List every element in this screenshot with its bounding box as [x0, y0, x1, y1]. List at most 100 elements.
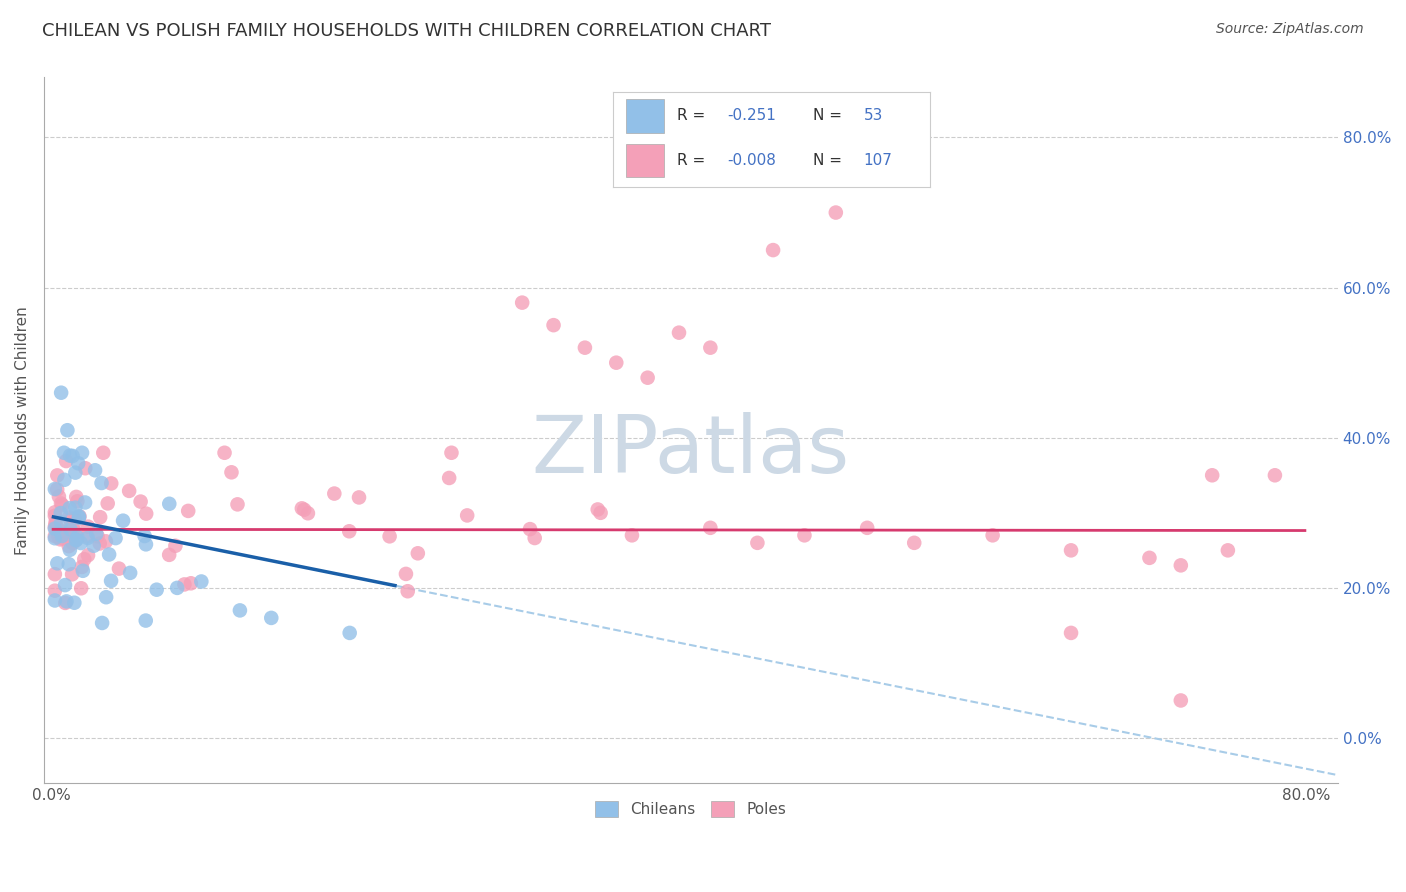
Point [177, 504, 200, 518]
Point [589, 506, 612, 520]
Point [65, 533, 87, 547]
Point [46, 483, 69, 497]
Point [396, 584, 419, 599]
Point [180, 576, 202, 591]
Point [120, 566, 142, 580]
Point [260, 611, 283, 625]
Point [59, 523, 82, 537]
Point [69, 536, 91, 550]
Point [166, 581, 188, 595]
Point [44, 583, 66, 598]
Point [523, 531, 546, 545]
Point [229, 603, 252, 617]
Point [135, 537, 157, 551]
Point [519, 522, 541, 536]
Point [60, 567, 83, 582]
Point [104, 531, 127, 545]
Point [1264, 468, 1286, 483]
Point [292, 502, 315, 516]
Point [70, 446, 93, 460]
Point [44, 567, 66, 582]
Point [1201, 468, 1223, 483]
Point [44, 529, 66, 543]
Point [347, 491, 370, 505]
Point [53, 446, 76, 460]
Point [49, 496, 72, 510]
Point [65, 525, 87, 540]
Point [668, 326, 690, 340]
Point [637, 370, 659, 384]
Point [70, 560, 93, 574]
Point [44, 593, 66, 607]
Point [46, 468, 69, 483]
Point [73, 495, 96, 509]
Point [48, 530, 70, 544]
Point [145, 582, 167, 597]
Point [63, 512, 86, 526]
Point [65, 500, 87, 515]
Point [221, 466, 243, 480]
Point [1139, 550, 1161, 565]
Point [226, 497, 249, 511]
Point [46, 557, 69, 571]
Point [98, 548, 121, 562]
Point [75, 461, 97, 475]
Point [59, 449, 82, 463]
Point [112, 514, 135, 528]
Point [129, 494, 152, 508]
Point [49, 506, 72, 520]
Point [291, 501, 314, 516]
Text: CHILEAN VS POLISH FAMILY HOUSEHOLDS WITH CHILDREN CORRELATION CHART: CHILEAN VS POLISH FAMILY HOUSEHOLDS WITH… [42, 22, 770, 40]
Point [44, 482, 66, 496]
Point [135, 614, 157, 628]
Text: ZIPatlas: ZIPatlas [531, 412, 849, 491]
Point [297, 506, 319, 520]
Point [67, 456, 90, 470]
Point [69, 509, 91, 524]
Point [66, 530, 89, 544]
Point [56, 423, 79, 437]
Y-axis label: Family Households with Children: Family Households with Children [15, 306, 30, 555]
Text: Source: ZipAtlas.com: Source: ZipAtlas.com [1216, 22, 1364, 37]
Point [62, 517, 84, 532]
Point [118, 483, 141, 498]
Point [339, 626, 361, 640]
Point [49, 533, 72, 547]
Point [378, 529, 401, 543]
Point [620, 528, 643, 542]
Point [44, 505, 66, 519]
Point [135, 507, 157, 521]
Point [86, 529, 108, 543]
Point [699, 341, 721, 355]
Point [58, 525, 80, 540]
Point [337, 524, 360, 539]
Point [48, 490, 70, 504]
Point [173, 577, 195, 591]
Point [45, 517, 67, 532]
Point [1170, 693, 1192, 707]
Point [165, 539, 187, 553]
Point [214, 446, 236, 460]
Point [456, 508, 478, 523]
Point [824, 205, 846, 219]
Point [56, 523, 79, 537]
Point [84, 526, 107, 541]
Point [53, 596, 76, 610]
Point [94, 591, 117, 605]
Point [100, 574, 122, 588]
Point [67, 510, 90, 524]
Point [157, 497, 180, 511]
Point [981, 528, 1004, 542]
Point [510, 295, 533, 310]
Point [77, 548, 100, 562]
Point [67, 509, 90, 524]
Point [699, 521, 721, 535]
Point [59, 542, 82, 557]
Point [51, 529, 73, 543]
Point [586, 502, 609, 516]
Point [856, 521, 879, 535]
Point [574, 341, 596, 355]
Point [1170, 558, 1192, 573]
Point [77, 519, 100, 533]
Point [58, 539, 80, 553]
